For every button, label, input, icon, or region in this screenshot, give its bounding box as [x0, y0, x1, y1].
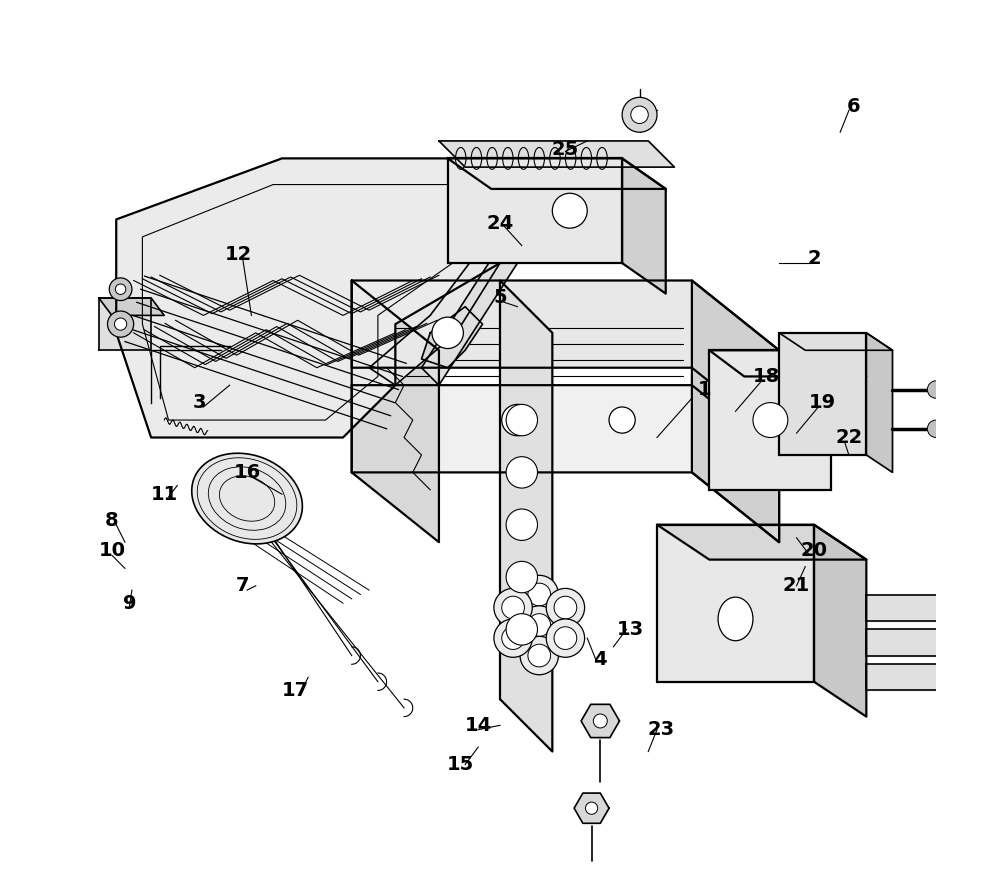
Polygon shape: [574, 793, 609, 823]
Polygon shape: [814, 525, 866, 717]
Text: 14: 14: [465, 716, 492, 735]
Text: 21: 21: [783, 577, 810, 595]
Circle shape: [585, 802, 598, 815]
Polygon shape: [657, 525, 866, 560]
Polygon shape: [422, 306, 483, 368]
Text: 13: 13: [617, 620, 644, 639]
Text: 5: 5: [493, 289, 507, 307]
Circle shape: [115, 284, 126, 295]
Circle shape: [546, 588, 585, 626]
Text: 18: 18: [752, 367, 780, 386]
Text: 20: 20: [800, 542, 828, 560]
Polygon shape: [99, 298, 151, 350]
Text: 6: 6: [846, 96, 860, 116]
Text: 23: 23: [648, 720, 675, 739]
Polygon shape: [692, 281, 779, 542]
Text: 19: 19: [809, 393, 836, 412]
Circle shape: [502, 404, 533, 436]
Polygon shape: [866, 594, 1000, 620]
Circle shape: [609, 407, 635, 433]
Circle shape: [753, 402, 788, 438]
Circle shape: [528, 644, 551, 667]
Text: 12: 12: [225, 245, 252, 264]
Polygon shape: [439, 141, 674, 167]
Circle shape: [506, 404, 538, 436]
Text: 2: 2: [807, 249, 821, 269]
Polygon shape: [581, 704, 619, 738]
Text: 25: 25: [552, 140, 579, 159]
Bar: [779, 332, 866, 455]
Polygon shape: [448, 158, 666, 189]
Text: 8: 8: [105, 511, 119, 530]
Text: 1: 1: [698, 380, 712, 399]
Polygon shape: [116, 158, 500, 438]
Circle shape: [502, 596, 524, 619]
Circle shape: [108, 311, 134, 337]
Polygon shape: [500, 281, 552, 752]
Text: 22: 22: [835, 428, 863, 447]
Polygon shape: [866, 664, 1000, 690]
Circle shape: [502, 626, 524, 649]
Text: 11: 11: [151, 485, 178, 504]
Text: 4: 4: [593, 650, 607, 669]
Circle shape: [114, 318, 127, 330]
Circle shape: [506, 457, 538, 488]
Text: 16: 16: [233, 463, 261, 482]
Text: 15: 15: [447, 755, 474, 774]
Circle shape: [528, 613, 551, 636]
Circle shape: [520, 606, 558, 644]
Polygon shape: [866, 629, 1000, 655]
Circle shape: [432, 317, 463, 348]
Text: 7: 7: [236, 577, 249, 595]
Polygon shape: [709, 350, 866, 376]
Polygon shape: [779, 332, 892, 350]
Polygon shape: [657, 525, 814, 682]
Circle shape: [552, 193, 587, 228]
Circle shape: [520, 575, 558, 613]
Polygon shape: [352, 281, 439, 542]
Circle shape: [546, 619, 585, 657]
Circle shape: [927, 420, 945, 438]
Circle shape: [554, 596, 577, 619]
Ellipse shape: [718, 597, 753, 640]
Circle shape: [528, 583, 551, 605]
Circle shape: [506, 562, 538, 592]
Polygon shape: [352, 281, 779, 438]
Ellipse shape: [192, 453, 302, 544]
Circle shape: [506, 613, 538, 645]
Bar: [709, 350, 831, 490]
Circle shape: [631, 106, 648, 123]
Circle shape: [622, 97, 657, 132]
Bar: [448, 158, 622, 263]
Polygon shape: [352, 385, 779, 542]
Polygon shape: [422, 246, 517, 385]
Polygon shape: [866, 332, 892, 472]
Circle shape: [109, 278, 132, 300]
Circle shape: [554, 626, 577, 649]
Text: 9: 9: [123, 594, 136, 612]
Text: 10: 10: [98, 542, 125, 560]
Polygon shape: [99, 298, 164, 315]
Text: 3: 3: [192, 393, 206, 412]
Text: 17: 17: [281, 681, 309, 700]
Text: 24: 24: [486, 214, 514, 234]
Polygon shape: [369, 246, 500, 385]
Circle shape: [494, 588, 532, 626]
Polygon shape: [622, 158, 666, 294]
Circle shape: [506, 509, 538, 541]
Circle shape: [593, 714, 607, 728]
Circle shape: [927, 381, 945, 398]
Circle shape: [494, 619, 532, 657]
Circle shape: [520, 636, 558, 675]
